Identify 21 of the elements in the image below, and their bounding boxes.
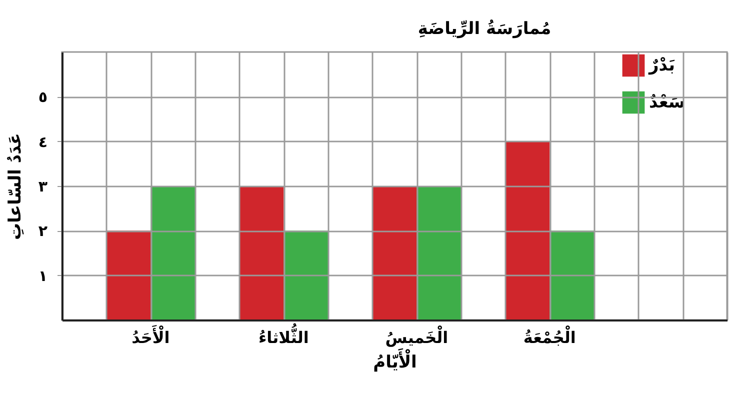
y-axis-title: عَدَدُ السّاعاتِ xyxy=(5,132,26,240)
bar xyxy=(550,230,594,320)
y-tick-label: ٤ xyxy=(38,132,48,151)
y-tick-label: ٣ xyxy=(38,178,48,196)
x-tick-label: الثُّلاثاءُ xyxy=(258,322,309,347)
chart-title: مُمارَسَةُ الرِّياضَةِ xyxy=(418,19,552,39)
bar xyxy=(106,230,151,320)
bar xyxy=(505,141,550,320)
bar xyxy=(239,186,284,320)
x-tick-label: الْخَميسُ xyxy=(385,324,448,347)
x-tick-label: الْجُمْعَةُ xyxy=(523,324,576,347)
legend-label: بَدْرٌ xyxy=(648,56,675,76)
y-tick-label: ٢ xyxy=(38,222,48,240)
bar xyxy=(416,186,461,320)
x-axis-title: الْأَيّامُ xyxy=(373,348,417,372)
bar xyxy=(150,186,195,320)
y-tick-label: ٥ xyxy=(38,88,48,106)
x-tick-label: الْأَحَدُ xyxy=(132,324,170,347)
y-tick-label: ١ xyxy=(38,266,48,285)
bar xyxy=(372,186,417,320)
bar xyxy=(284,230,328,320)
